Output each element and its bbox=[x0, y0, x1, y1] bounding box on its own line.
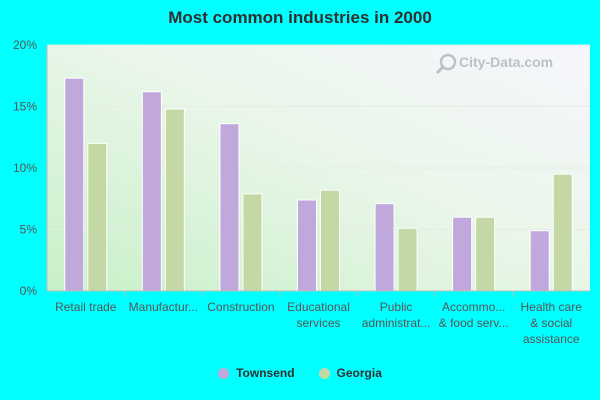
x-tick-label: Health care bbox=[521, 300, 583, 314]
x-tick-label: & food serv... bbox=[439, 316, 509, 330]
y-tick-label: 20% bbox=[13, 38, 37, 52]
x-tick-label: services bbox=[296, 316, 340, 330]
bar-townsend bbox=[374, 203, 395, 292]
legend-item-townsend: Townsend bbox=[218, 366, 295, 380]
watermark-text: City-Data.com bbox=[459, 54, 553, 70]
bar-georgia bbox=[397, 227, 418, 292]
x-tick-label: Construction bbox=[207, 300, 274, 314]
y-tick-label: 15% bbox=[13, 100, 37, 114]
x-tick-label: Accommo... bbox=[442, 300, 505, 314]
bar-georgia bbox=[87, 142, 108, 292]
y-tick-label: 0% bbox=[20, 284, 38, 298]
bar-townsend bbox=[297, 199, 317, 292]
bar-georgia bbox=[552, 173, 573, 292]
bar-townsend bbox=[219, 123, 240, 292]
x-tick-label: Retail trade bbox=[55, 300, 117, 314]
legend-item-georgia: Georgia bbox=[318, 366, 382, 380]
x-tick-label: Public bbox=[380, 300, 413, 314]
legend-label: Townsend bbox=[236, 366, 295, 380]
legend: Townsend Georgia bbox=[0, 366, 600, 380]
y-tick-label: 5% bbox=[20, 223, 38, 237]
x-tick-label: Manufactur... bbox=[129, 300, 198, 314]
x-tick-label: Educational bbox=[287, 300, 350, 314]
bar-townsend bbox=[529, 230, 550, 292]
legend-swatch bbox=[218, 367, 230, 379]
chart-title: Most common industries in 2000 bbox=[168, 8, 432, 27]
legend-label: Georgia bbox=[336, 366, 382, 380]
axes: 0% 5% 10% 15% 20% bbox=[13, 38, 590, 298]
bar-georgia bbox=[164, 108, 185, 292]
bar-georgia bbox=[320, 189, 340, 292]
category-labels: Retail trade Manufactur... Construction Edu… bbox=[55, 300, 582, 346]
x-tick-label: & social bbox=[530, 316, 572, 330]
bar-georgia bbox=[475, 216, 496, 292]
x-tick-label: administrat... bbox=[362, 316, 431, 330]
legend-swatch bbox=[318, 367, 330, 379]
x-tick-label: assistance bbox=[523, 332, 580, 346]
gridlines bbox=[47, 44, 590, 230]
magnifier-icon bbox=[436, 53, 457, 74]
bar-townsend bbox=[64, 77, 85, 292]
bars bbox=[64, 77, 573, 292]
watermark: City-Data.com bbox=[436, 53, 553, 74]
bar-georgia bbox=[242, 193, 263, 292]
bar-townsend bbox=[452, 216, 473, 292]
bar-townsend bbox=[141, 91, 162, 292]
y-tick-label: 10% bbox=[13, 161, 37, 175]
